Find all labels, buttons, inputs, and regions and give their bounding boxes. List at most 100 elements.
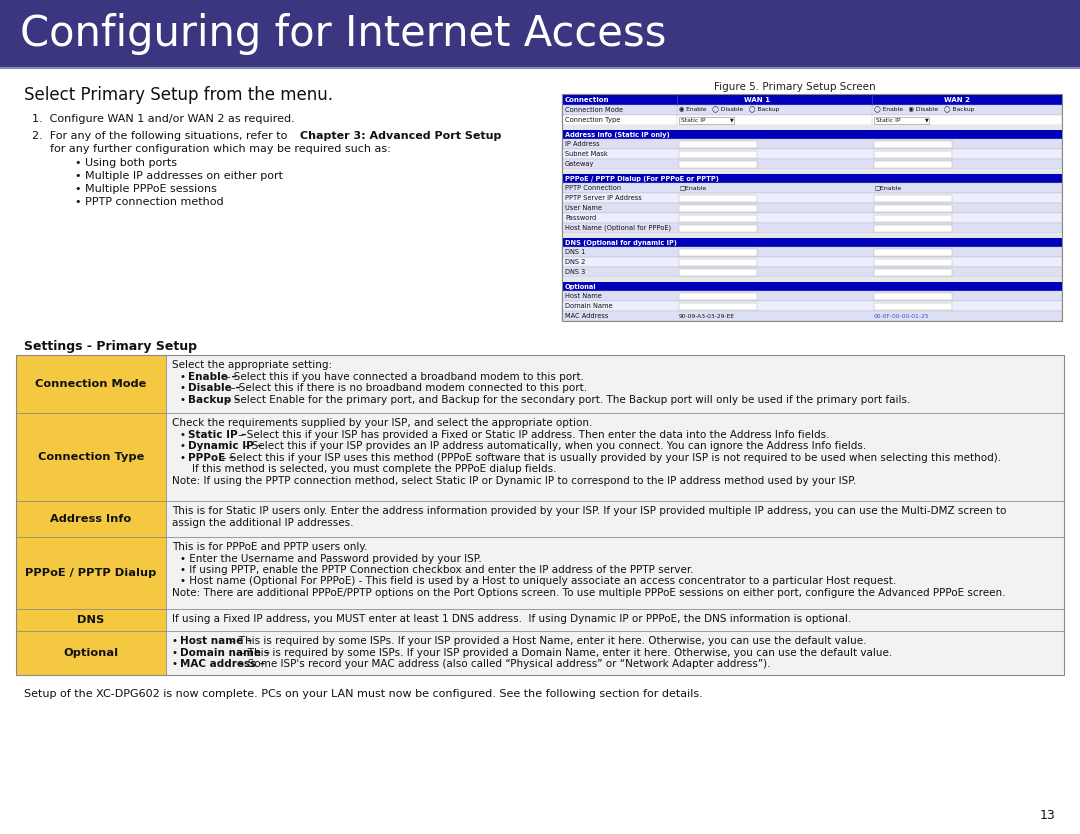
- Bar: [679, 160, 757, 168]
- Bar: [874, 293, 951, 299]
- Bar: [874, 194, 951, 202]
- Bar: [679, 214, 757, 222]
- Text: DNS 3: DNS 3: [565, 269, 585, 275]
- Text: Note: If using the PPTP connection method, select Static IP or Dynamic IP to cor: Note: If using the PPTP connection metho…: [172, 475, 856, 485]
- Bar: [166, 609, 1064, 631]
- Text: • Host name (Optional For PPPoE) - This field is used by a Host to uniquely asso: • Host name (Optional For PPPoE) - This …: [180, 576, 896, 586]
- Text: PPPoE / PPTP Dialup (For PPPoE or PPTP): PPPoE / PPTP Dialup (For PPPoE or PPTP): [565, 175, 719, 182]
- Text: This is for Static IP users only. Enter the address information provided by your: This is for Static IP users only. Enter …: [172, 506, 1007, 516]
- Bar: [679, 204, 757, 212]
- Text: DNS 1: DNS 1: [565, 249, 585, 255]
- Bar: [562, 233, 1062, 238]
- Text: Setup of the XC-DPG602 is now complete. PCs on your LAN must now be configured. : Setup of the XC-DPG602 is now complete. …: [24, 689, 703, 699]
- Bar: [562, 291, 1062, 301]
- Text: •: •: [172, 636, 181, 646]
- Bar: [562, 301, 1062, 311]
- Text: □Enable: □Enable: [679, 185, 706, 190]
- Text: Note: There are additional PPPoE/PPTP options on the Port Options screen. To use: Note: There are additional PPPoE/PPTP op…: [172, 588, 1005, 598]
- Text: PPPoE / PPTP Dialup: PPPoE / PPTP Dialup: [25, 568, 157, 578]
- Bar: [562, 282, 1062, 291]
- Text: •: •: [180, 371, 189, 381]
- Bar: [0, 0, 1080, 68]
- Text: IP Address: IP Address: [565, 141, 599, 147]
- Bar: [562, 115, 1062, 125]
- Text: Select the appropriate setting:: Select the appropriate setting:: [172, 360, 333, 370]
- Text: Settings - Primary Setup: Settings - Primary Setup: [24, 340, 197, 353]
- Text: • Enter the Username and Password provided by your ISP.: • Enter the Username and Password provid…: [180, 554, 482, 564]
- Bar: [562, 193, 1062, 203]
- Bar: [679, 117, 734, 123]
- Text: – Select Enable for the primary port, and Backup for the secondary port. The Bac: – Select Enable for the primary port, an…: [222, 394, 910, 404]
- Bar: [562, 183, 1062, 193]
- Text: – Select this if your ISP provides an IP address automatically, when you connect: – Select this if your ISP provides an IP…: [240, 441, 866, 451]
- Bar: [562, 159, 1062, 169]
- Text: Dynamic IP –: Dynamic IP –: [188, 441, 262, 451]
- Text: If this method is selected, you must complete the PPPoE dialup fields.: If this method is selected, you must com…: [192, 464, 556, 474]
- Bar: [562, 149, 1062, 159]
- Text: – Select this if there is no broadband modem connected to this port.: – Select this if there is no broadband m…: [227, 383, 586, 393]
- Text: Subnet Mask: Subnet Mask: [565, 151, 608, 157]
- Bar: [562, 139, 1062, 149]
- Text: Gateway: Gateway: [565, 161, 594, 167]
- Bar: [166, 355, 1064, 413]
- Bar: [166, 413, 1064, 501]
- Bar: [166, 631, 1064, 675]
- Bar: [874, 140, 951, 148]
- Bar: [562, 94, 1062, 321]
- Bar: [874, 160, 951, 168]
- Text: Connection: Connection: [565, 97, 609, 103]
- Bar: [562, 238, 1062, 247]
- Bar: [562, 213, 1062, 223]
- Text: 1.  Configure WAN 1 and/or WAN 2 as required.: 1. Configure WAN 1 and/or WAN 2 as requi…: [32, 114, 295, 124]
- Text: MAC address –: MAC address –: [180, 659, 265, 669]
- Bar: [562, 169, 1062, 174]
- Bar: [562, 94, 1062, 105]
- Bar: [16, 537, 166, 609]
- Text: Address Info (Static IP only): Address Info (Static IP only): [565, 132, 670, 138]
- Text: – This is required by some ISPs. If your ISP provided a Host Name, enter it here: – This is required by some ISPs. If your…: [228, 636, 867, 646]
- Text: ◯ Enable   ◉ Disable   ◯ Backup: ◯ Enable ◉ Disable ◯ Backup: [874, 107, 974, 113]
- Bar: [562, 105, 1062, 115]
- Text: Connection Type: Connection Type: [565, 117, 620, 123]
- Bar: [166, 501, 1064, 537]
- Text: 00-0F-00-00-01-25: 00-0F-00-00-01-25: [874, 314, 930, 319]
- Text: Address Info: Address Info: [51, 514, 132, 524]
- Bar: [16, 609, 166, 631]
- Bar: [562, 174, 1062, 183]
- Text: – Select this if your ISP uses this method (PPPoE software that is usually provi: – Select this if your ISP uses this meth…: [218, 453, 1001, 463]
- Text: Figure 5. Primary Setup Screen: Figure 5. Primary Setup Screen: [714, 82, 876, 92]
- Text: ▼: ▼: [730, 118, 733, 123]
- Text: Select Primary Setup from the menu.: Select Primary Setup from the menu.: [24, 86, 333, 104]
- Bar: [16, 501, 166, 537]
- Text: Static IP: Static IP: [681, 118, 705, 123]
- Text: •: •: [180, 394, 189, 404]
- Bar: [874, 224, 951, 232]
- Text: • PPTP connection method: • PPTP connection method: [75, 197, 224, 207]
- Text: 90-09-A3-03-29-EE: 90-09-A3-03-29-EE: [679, 314, 735, 319]
- Text: Configuring for Internet Access: Configuring for Internet Access: [21, 13, 666, 55]
- Text: PPTP Connection: PPTP Connection: [565, 185, 621, 191]
- Text: DNS: DNS: [78, 615, 105, 625]
- Text: Chapter 3: Advanced Port Setup: Chapter 3: Advanced Port Setup: [300, 131, 501, 141]
- Text: If using a Fixed IP address, you MUST enter at least 1 DNS address.  If using Dy: If using a Fixed IP address, you MUST en…: [172, 614, 851, 624]
- Bar: [679, 249, 757, 255]
- Text: Connection Mode: Connection Mode: [36, 379, 147, 389]
- Bar: [679, 259, 757, 265]
- Text: Enable –: Enable –: [188, 371, 237, 381]
- Text: •: •: [180, 383, 189, 393]
- Text: DNS 2: DNS 2: [565, 259, 585, 265]
- Bar: [16, 413, 166, 501]
- Text: Static IP: Static IP: [876, 118, 901, 123]
- Bar: [874, 259, 951, 265]
- Bar: [562, 311, 1062, 321]
- Text: Backup –: Backup –: [188, 394, 240, 404]
- Bar: [16, 631, 166, 675]
- Bar: [874, 214, 951, 222]
- Text: □Enable: □Enable: [874, 185, 901, 190]
- Text: ▼: ▼: [924, 118, 929, 123]
- Bar: [562, 203, 1062, 213]
- Text: • If using PPTP, enable the PPTP Connection checkbox and enter the IP address of: • If using PPTP, enable the PPTP Connect…: [180, 565, 693, 575]
- Text: for any further configuration which may be required such as:: for any further configuration which may …: [50, 144, 391, 154]
- Text: •: •: [172, 659, 181, 669]
- Text: • Multiple IP addresses on either port: • Multiple IP addresses on either port: [75, 171, 283, 181]
